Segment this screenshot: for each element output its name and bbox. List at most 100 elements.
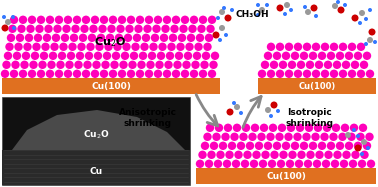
Circle shape — [194, 43, 203, 51]
Circle shape — [360, 61, 368, 69]
Circle shape — [182, 61, 191, 69]
Circle shape — [269, 114, 273, 118]
Circle shape — [255, 142, 263, 150]
Circle shape — [347, 133, 356, 141]
Circle shape — [146, 61, 155, 69]
Circle shape — [206, 25, 215, 33]
Circle shape — [251, 124, 259, 132]
Circle shape — [224, 33, 228, 37]
Circle shape — [367, 160, 375, 168]
Circle shape — [74, 61, 83, 69]
Circle shape — [315, 61, 323, 69]
Circle shape — [273, 52, 281, 60]
Circle shape — [202, 52, 210, 60]
Circle shape — [86, 43, 95, 51]
Circle shape — [10, 70, 18, 78]
Circle shape — [5, 19, 11, 25]
Circle shape — [324, 151, 333, 159]
Circle shape — [100, 70, 108, 78]
Circle shape — [357, 70, 365, 78]
Circle shape — [363, 52, 371, 60]
Circle shape — [261, 61, 269, 69]
Circle shape — [332, 3, 338, 9]
Circle shape — [91, 70, 99, 78]
Circle shape — [342, 61, 350, 69]
Circle shape — [37, 16, 45, 24]
Circle shape — [37, 70, 45, 78]
Circle shape — [333, 151, 342, 159]
Circle shape — [134, 25, 143, 33]
Circle shape — [8, 25, 17, 33]
Circle shape — [225, 151, 234, 159]
Circle shape — [359, 10, 365, 16]
Circle shape — [324, 61, 332, 69]
Circle shape — [154, 70, 162, 78]
Circle shape — [208, 16, 216, 24]
Circle shape — [199, 16, 207, 24]
Circle shape — [110, 61, 119, 69]
Circle shape — [44, 25, 53, 33]
Circle shape — [62, 25, 71, 33]
Circle shape — [306, 151, 315, 159]
Circle shape — [282, 52, 290, 60]
Circle shape — [318, 142, 326, 150]
Circle shape — [85, 52, 93, 60]
Circle shape — [343, 3, 347, 7]
Circle shape — [173, 61, 182, 69]
Circle shape — [303, 5, 307, 9]
Circle shape — [266, 133, 275, 141]
Circle shape — [140, 43, 149, 51]
Circle shape — [200, 61, 209, 69]
Circle shape — [212, 133, 221, 141]
Circle shape — [233, 124, 241, 132]
Circle shape — [128, 61, 137, 69]
Circle shape — [373, 40, 377, 44]
Circle shape — [256, 3, 260, 7]
Circle shape — [350, 124, 358, 132]
Circle shape — [136, 70, 144, 78]
Circle shape — [109, 70, 117, 78]
Circle shape — [267, 70, 275, 78]
Circle shape — [46, 16, 54, 24]
Circle shape — [312, 70, 320, 78]
Circle shape — [133, 34, 141, 42]
Circle shape — [300, 52, 308, 60]
Circle shape — [304, 160, 312, 168]
Circle shape — [47, 61, 56, 69]
Circle shape — [34, 34, 42, 42]
Circle shape — [205, 160, 213, 168]
Circle shape — [348, 70, 356, 78]
Circle shape — [73, 70, 81, 78]
Circle shape — [118, 70, 126, 78]
Circle shape — [83, 61, 92, 69]
Circle shape — [19, 16, 27, 24]
Circle shape — [348, 43, 356, 51]
Polygon shape — [12, 110, 185, 150]
Circle shape — [248, 133, 257, 141]
Circle shape — [336, 142, 344, 150]
Circle shape — [258, 70, 266, 78]
Circle shape — [359, 124, 367, 132]
Circle shape — [94, 52, 102, 60]
Circle shape — [273, 142, 281, 150]
Circle shape — [95, 43, 104, 51]
Circle shape — [88, 34, 96, 42]
Circle shape — [333, 61, 341, 69]
Circle shape — [131, 43, 140, 51]
Circle shape — [98, 25, 107, 33]
Circle shape — [252, 151, 261, 159]
Circle shape — [256, 13, 260, 17]
Circle shape — [339, 70, 347, 78]
Circle shape — [352, 128, 356, 132]
Circle shape — [260, 124, 268, 132]
Circle shape — [352, 15, 358, 22]
Circle shape — [161, 25, 170, 33]
Circle shape — [219, 142, 227, 150]
Circle shape — [355, 145, 361, 151]
Circle shape — [68, 43, 77, 51]
Circle shape — [166, 52, 174, 60]
Text: Cu(100): Cu(100) — [266, 171, 306, 180]
Circle shape — [234, 151, 243, 159]
Circle shape — [264, 142, 272, 150]
Circle shape — [354, 52, 362, 60]
